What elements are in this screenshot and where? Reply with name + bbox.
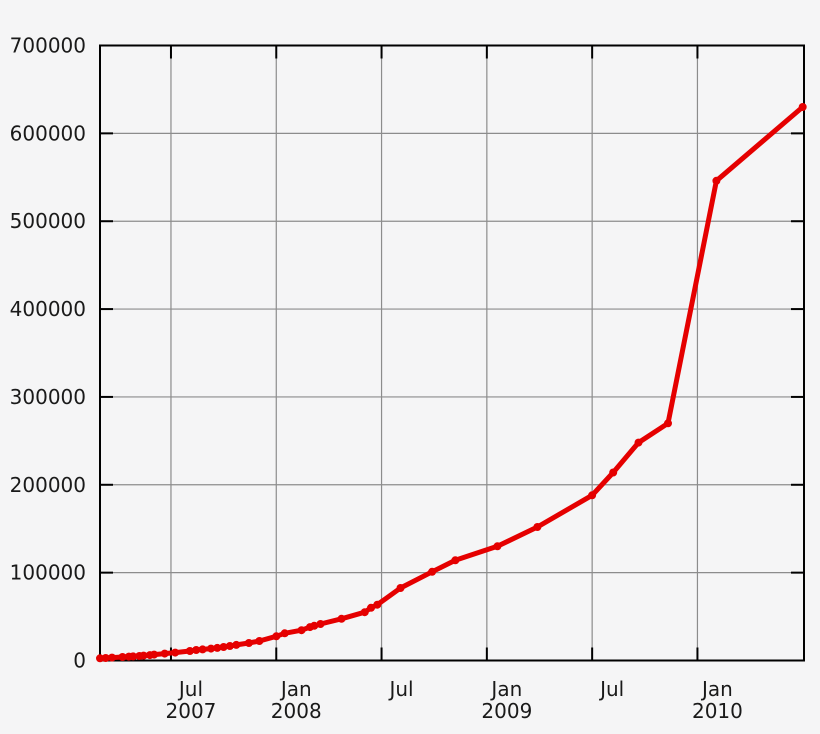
y-axis-tick-label: 0	[73, 649, 86, 673]
data-point	[219, 643, 228, 651]
data-point	[225, 642, 234, 650]
x-axis-tick-label: Jul	[177, 677, 203, 701]
data-point	[634, 438, 643, 447]
data-point	[139, 651, 148, 660]
x-axis-year-label: 2010	[692, 699, 743, 723]
y-axis-tick-label: 500000	[10, 209, 86, 233]
data-point	[198, 645, 207, 654]
data-point	[213, 643, 222, 652]
data-point	[255, 637, 264, 645]
data-point	[367, 603, 375, 612]
data-point	[297, 626, 306, 635]
data-point	[337, 614, 346, 623]
data-point	[396, 584, 405, 592]
data-point	[185, 647, 194, 655]
data-point	[360, 608, 369, 617]
y-axis-tick-label: 700000	[10, 34, 86, 58]
data-point	[373, 600, 382, 609]
y-axis-tick-label: 600000	[10, 121, 86, 145]
data-point	[171, 648, 180, 657]
data-point	[96, 654, 104, 663]
data-point	[207, 644, 215, 653]
data-point	[108, 653, 116, 662]
y-axis-tick-label: 300000	[10, 385, 86, 409]
data-point	[232, 640, 241, 649]
data-point	[129, 652, 138, 661]
plot-border	[99, 44, 805, 662]
data-point	[280, 629, 289, 638]
data-point	[101, 654, 110, 662]
data-point	[451, 556, 460, 565]
data-point	[118, 653, 127, 661]
data-point	[316, 620, 325, 628]
y-axis-tick-label: 200000	[10, 473, 86, 497]
data-point	[428, 567, 437, 576]
x-axis-year-label: 2009	[481, 699, 532, 723]
y-axis-tick-label: 400000	[10, 297, 86, 321]
x-axis-tick-label: Jan	[700, 677, 733, 701]
data-point	[272, 632, 281, 641]
data-point	[798, 103, 807, 111]
x-axis-year-label: 2007	[166, 699, 217, 723]
data-point	[588, 491, 597, 500]
data-point	[712, 176, 721, 185]
x-axis-tick-label: Jan	[279, 677, 312, 701]
data-point	[310, 621, 319, 630]
data-point	[533, 523, 542, 531]
data-point	[609, 468, 618, 477]
x-axis-tick-label: Jan	[489, 677, 522, 701]
data-point	[244, 639, 253, 647]
data-point	[192, 646, 201, 654]
data-point	[493, 542, 502, 551]
data-point	[160, 649, 169, 658]
y-axis-tick-label: 100000	[10, 561, 86, 585]
x-axis-year-label: 2008	[271, 699, 322, 723]
x-axis-tick-label: Jul	[598, 677, 624, 701]
data-point	[664, 419, 672, 428]
data-point	[150, 650, 159, 659]
x-axis-tick-label: Jul	[387, 677, 413, 701]
